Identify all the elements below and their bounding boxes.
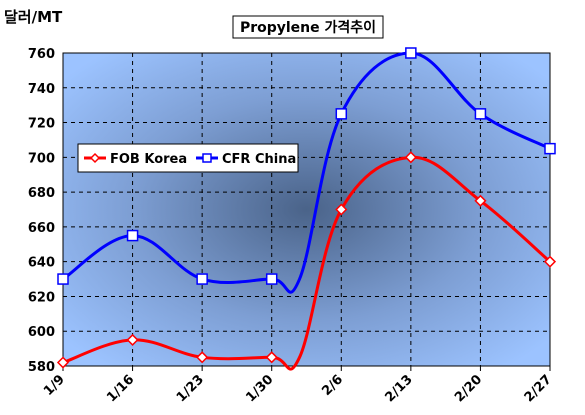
legend-label-fob-korea: FOB Korea bbox=[110, 152, 187, 167]
series-line-cfr-china bbox=[62, 51, 551, 294]
data-point-fob-korea bbox=[543, 255, 557, 268]
legend-marker-cfr-china bbox=[202, 153, 212, 163]
data-point-cfr-china bbox=[265, 273, 278, 285]
data-point-fob-korea bbox=[196, 351, 209, 364]
series-lines bbox=[56, 47, 557, 371]
data-point-cfr-china bbox=[405, 47, 417, 59]
title-box bbox=[232, 15, 384, 39]
data-point-cfr-china bbox=[335, 108, 348, 120]
y-tick-label: 640 bbox=[28, 256, 55, 271]
plot-area bbox=[62, 52, 551, 367]
legend: FOB Korea CFR China bbox=[77, 143, 299, 173]
y-tick-label: 580 bbox=[28, 360, 55, 375]
x-tick-label: 1/9 bbox=[41, 372, 68, 399]
y-tick-label: 740 bbox=[28, 82, 55, 97]
grid-lines bbox=[63, 53, 550, 366]
data-point-cfr-china bbox=[544, 142, 556, 155]
x-tick-label: 1/30 bbox=[243, 372, 276, 405]
data-point-fob-korea bbox=[56, 356, 70, 369]
legend-label-cfr-china: CFR China bbox=[222, 152, 296, 167]
y-tick-label: 600 bbox=[28, 325, 55, 340]
x-tick-label: 2/6 bbox=[319, 372, 346, 399]
y-tick-label: 680 bbox=[28, 186, 55, 201]
data-point-cfr-china bbox=[126, 229, 139, 242]
legend-marker-fob-korea bbox=[89, 152, 101, 164]
y-tick-label: 700 bbox=[28, 151, 55, 166]
x-tick-label: 2/13 bbox=[383, 372, 416, 405]
y-tick-label: 620 bbox=[28, 290, 55, 305]
legend-box bbox=[77, 143, 299, 173]
x-tick-label: 2/27 bbox=[522, 372, 555, 405]
chart-title: Propylene 가격추이 bbox=[240, 19, 376, 36]
data-point-fob-korea bbox=[265, 351, 278, 364]
x-tick-label: 1/23 bbox=[174, 372, 207, 405]
data-point-cfr-china bbox=[57, 273, 69, 285]
y-tick-label: 660 bbox=[28, 221, 55, 236]
data-point-cfr-china bbox=[196, 273, 208, 285]
y-tick-label: 720 bbox=[28, 117, 55, 132]
series-line-fob-korea bbox=[62, 155, 551, 371]
data-point-fob-korea bbox=[126, 333, 139, 346]
y-axis-label: 달러/MT bbox=[4, 8, 63, 26]
y-tick-label: 760 bbox=[28, 47, 55, 62]
x-tick-label: 2/20 bbox=[452, 372, 485, 405]
data-point-cfr-china bbox=[474, 108, 487, 120]
data-point-fob-korea bbox=[404, 151, 417, 164]
data-point-fob-korea bbox=[474, 194, 487, 207]
data-point-fob-korea bbox=[335, 203, 348, 216]
x-tick-label: 1/16 bbox=[104, 372, 137, 405]
